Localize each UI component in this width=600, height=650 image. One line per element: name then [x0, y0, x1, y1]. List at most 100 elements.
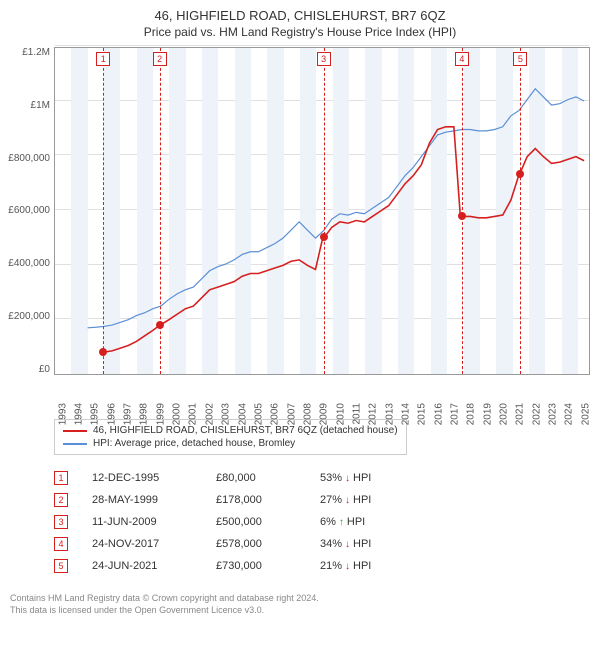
marker-point: [516, 170, 524, 178]
plot-area: 1 2 3 4 5: [54, 47, 590, 375]
marker-line: [520, 48, 521, 374]
transaction-diff: 34%↓HPI: [320, 538, 371, 550]
transaction-row: 5 24-JUN-2021 £730,000 21%↓HPI: [54, 555, 590, 577]
legend-swatch: [63, 430, 87, 432]
y-tick-label: £1M: [31, 100, 50, 111]
x-axis: 1993199419951996199719981999200020012002…: [54, 375, 590, 407]
marker-line: [103, 48, 104, 374]
marker-point: [458, 212, 466, 220]
transaction-date: 28-MAY-1999: [92, 494, 192, 506]
chart-area: £1.2M £1M £800,000 £600,000 £400,000 £200,000…: [10, 47, 590, 407]
legend-swatch: [63, 443, 87, 445]
x-tick-label: 2001: [188, 403, 199, 425]
x-tick-label: 2003: [220, 403, 231, 425]
x-tick-label: 1993: [57, 403, 68, 425]
x-tick-label: 1995: [90, 403, 101, 425]
transaction-diff: 6%↑HPI: [320, 516, 365, 528]
transaction-row: 1 12-DEC-1995 £80,000 53%↓HPI: [54, 467, 590, 489]
transaction-badge: 5: [54, 559, 68, 573]
transaction-price: £178,000: [216, 494, 296, 506]
footer-attribution: Contains HM Land Registry data © Crown c…: [10, 593, 590, 616]
x-tick-label: 1999: [155, 403, 166, 425]
transaction-diff: 53%↓HPI: [320, 472, 371, 484]
transactions-table: 112-DEC-1995£80,00053%↓HPI228-MAY-1999£1…: [54, 467, 590, 577]
x-tick-label: 2023: [547, 403, 558, 425]
transaction-date: 11-JUN-2009: [92, 516, 192, 528]
x-tick-label: 2011: [351, 403, 362, 425]
x-tick-label: 2020: [498, 403, 509, 425]
marker-point: [320, 233, 328, 241]
x-tick-label: 2006: [269, 403, 280, 425]
y-tick-label: £1.2M: [22, 47, 50, 58]
transaction-price: £730,000: [216, 560, 296, 572]
x-tick-label: 2024: [564, 403, 575, 425]
chart-subtitle: Price paid vs. HM Land Registry's House …: [10, 25, 590, 39]
x-tick-label: 2018: [466, 403, 477, 425]
transaction-row: 228-MAY-1999£178,00027%↓HPI: [54, 489, 590, 511]
marker-badge: 2: [153, 52, 167, 66]
transaction-diff: 21%↓HPI: [320, 560, 371, 572]
marker-line: [462, 48, 463, 374]
marker-point: [156, 321, 164, 329]
x-tick-label: 2012: [368, 403, 379, 425]
x-tick-label: 2014: [400, 403, 411, 425]
footer-line: This data is licensed under the Open Gov…: [10, 605, 590, 617]
legend-item: HPI: Average price, detached house, Brom…: [63, 437, 398, 450]
x-tick-label: 1997: [122, 403, 133, 425]
x-tick-label: 2021: [515, 403, 526, 425]
transaction-badge: 1: [54, 471, 68, 485]
x-tick-label: 1994: [73, 403, 84, 425]
transaction-diff: 27%↓HPI: [320, 494, 371, 506]
x-tick-label: 1998: [139, 403, 150, 425]
arrow-down-icon: ↓: [345, 539, 350, 550]
arrow-up-icon: ↑: [339, 517, 344, 528]
arrow-down-icon: ↓: [345, 495, 350, 506]
x-tick-label: 2009: [318, 403, 329, 425]
marker-badge: 5: [513, 52, 527, 66]
series-line: [88, 89, 585, 328]
y-tick-label: £800,000: [8, 153, 50, 164]
transaction-date: 12-DEC-1995: [92, 472, 192, 484]
marker-point: [99, 348, 107, 356]
y-tick-label: £0: [39, 364, 50, 375]
marker-badge: 3: [317, 52, 331, 66]
legend-item: 46, HIGHFIELD ROAD, CHISLEHURST, BR7 6QZ…: [63, 424, 398, 437]
marker-badge: 4: [455, 52, 469, 66]
y-tick-label: £200,000: [8, 311, 50, 322]
marker-badge: 1: [96, 52, 110, 66]
arrow-down-icon: ↓: [345, 473, 350, 484]
legend-label: 46, HIGHFIELD ROAD, CHISLEHURST, BR7 6QZ…: [93, 425, 398, 436]
legend-label: HPI: Average price, detached house, Brom…: [93, 438, 295, 449]
x-tick-label: 2015: [417, 403, 428, 425]
x-tick-label: 2000: [171, 403, 182, 425]
x-tick-label: 2016: [433, 403, 444, 425]
transaction-date: 24-JUN-2021: [92, 560, 192, 572]
x-tick-label: 2025: [580, 403, 591, 425]
transaction-price: £578,000: [216, 538, 296, 550]
marker-line: [324, 48, 325, 374]
transaction-badge: 4: [54, 537, 68, 551]
x-tick-label: 2013: [384, 403, 395, 425]
x-tick-label: 2004: [237, 403, 248, 425]
x-tick-label: 2008: [302, 403, 313, 425]
x-tick-label: 2022: [531, 403, 542, 425]
transaction-price: £80,000: [216, 472, 296, 484]
transaction-price: £500,000: [216, 516, 296, 528]
series-line: [103, 127, 584, 352]
arrow-down-icon: ↓: [345, 561, 350, 572]
chart-title: 46, HIGHFIELD ROAD, CHISLEHURST, BR7 6QZ: [10, 8, 590, 23]
footer-line: Contains HM Land Registry data © Crown c…: [10, 593, 590, 605]
x-tick-label: 2019: [482, 403, 493, 425]
x-tick-label: 2005: [253, 403, 264, 425]
transaction-row: 3 11-JUN-2009 £500,000 6%↑HPI: [54, 511, 590, 533]
x-tick-label: 2002: [204, 403, 215, 425]
x-tick-label: 1996: [106, 403, 117, 425]
y-tick-label: £400,000: [8, 258, 50, 269]
y-tick-label: £600,000: [8, 205, 50, 216]
y-axis: £1.2M £1M £800,000 £600,000 £400,000 £200,000…: [10, 47, 54, 407]
transaction-badge: 3: [54, 515, 68, 529]
x-tick-label: 2007: [286, 403, 297, 425]
transaction-date: 24-NOV-2017: [92, 538, 192, 550]
x-tick-label: 2010: [335, 403, 346, 425]
x-tick-label: 2017: [449, 403, 460, 425]
